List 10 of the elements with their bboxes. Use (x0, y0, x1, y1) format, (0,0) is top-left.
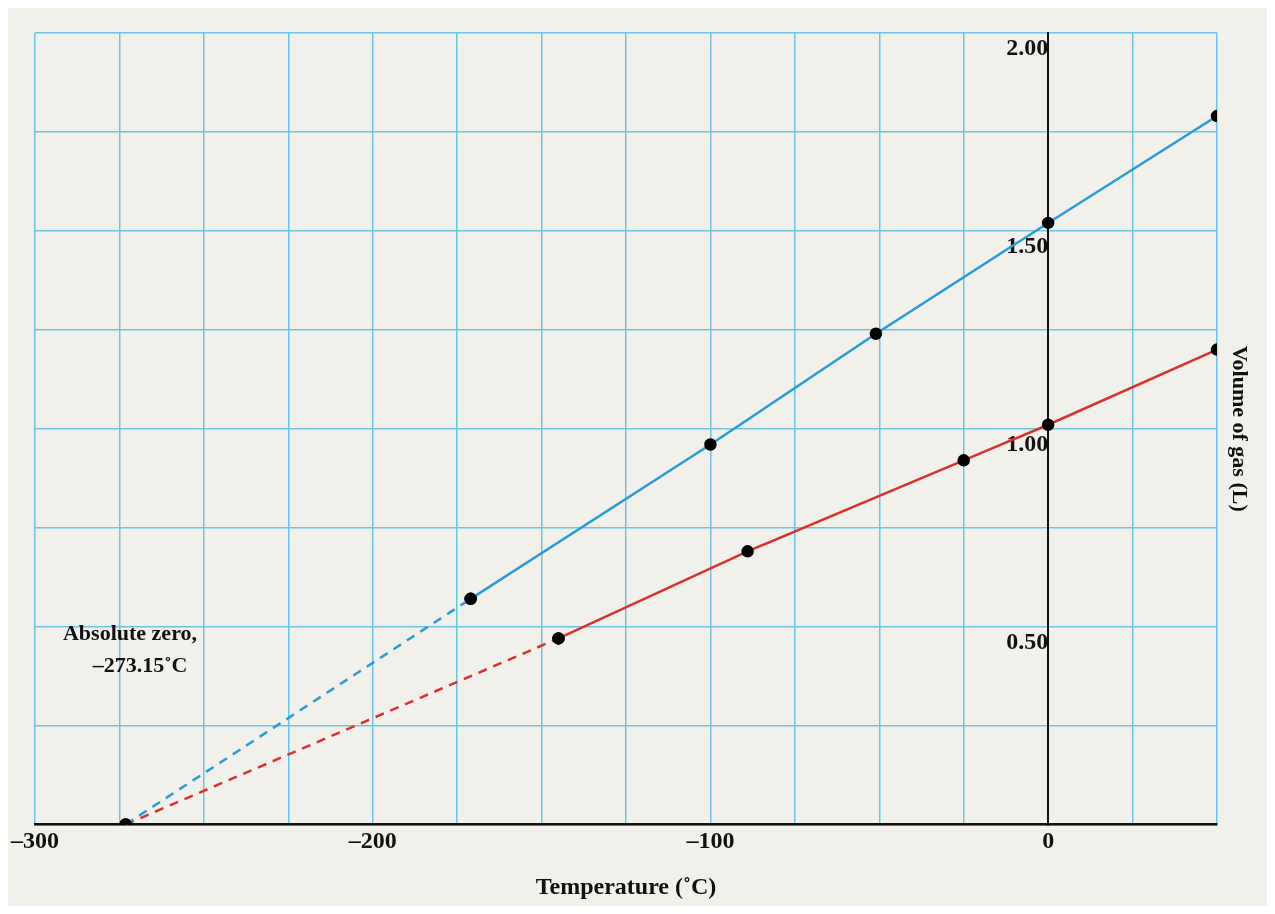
y-tick-label: 1.00 (1006, 429, 1049, 456)
x-tick-label: 0 (1042, 827, 1055, 853)
y-tick-label: 2.00 (1006, 34, 1049, 61)
y-tick-label: 0.50 (1006, 627, 1049, 654)
x-tick-label: –300 (10, 827, 59, 853)
y-tick-label: 1.50 (1006, 232, 1049, 259)
y-axis-title: Volume of gas (L) (1228, 345, 1254, 512)
x-axis-title: Temperature (˚C) (535, 872, 717, 899)
x-tick-label: –200 (347, 827, 397, 853)
x-tick-label: –100 (685, 827, 735, 853)
